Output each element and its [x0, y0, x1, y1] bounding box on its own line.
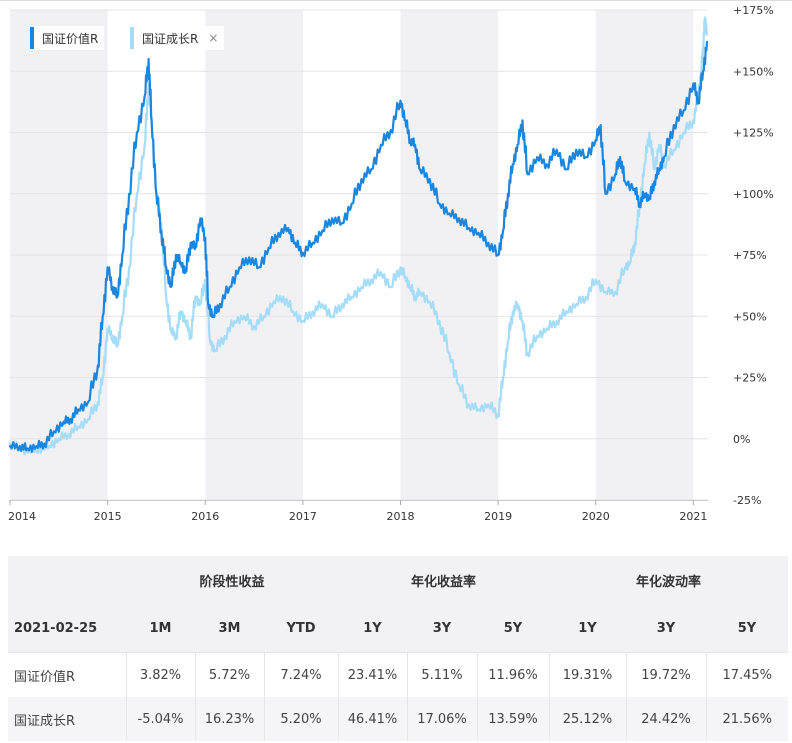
series-line-growth: [8, 16, 709, 456]
table-row: 国证价值R 3.82% 5.72% 7.24% 23.41% 5.11% 11.…: [8, 652, 788, 697]
x-tick-label: 2016: [191, 510, 219, 523]
x-tick-label: 2014: [8, 510, 36, 523]
top-divider: [0, 0, 792, 1]
x-tick-label: 2015: [94, 510, 122, 523]
table-cell: 17.06%: [406, 697, 477, 741]
legend-label-growth: 国证成长R: [142, 31, 199, 46]
y-tick-label: +75%: [733, 249, 767, 262]
group-header-blank: [8, 556, 126, 604]
legend-item-growth[interactable]: 国证成长R ×: [130, 26, 225, 50]
column-header: 3M: [195, 604, 264, 653]
y-tick-label: +50%: [733, 310, 767, 323]
legend-item-value[interactable]: 国证价值R: [30, 26, 105, 50]
table-cell: 16.23%: [194, 697, 264, 741]
table-cell: -5.04%: [125, 697, 195, 741]
as-of-date: 2021-02-25: [8, 604, 126, 653]
group-header-annual-return: 年化收益率: [338, 556, 549, 604]
close-icon[interactable]: ×: [208, 31, 219, 45]
row-name: 国证成长R: [8, 697, 126, 741]
table-cell: 3.82%: [125, 652, 195, 697]
x-tick-label: 2018: [386, 510, 414, 523]
table-cell: 7.24%: [263, 652, 338, 697]
y-tick-label: +125%: [733, 127, 774, 140]
column-header: 3Y: [407, 604, 477, 653]
column-header-row: 2021-02-25 1M 3M YTD 1Y 3Y 5Y 1Y 3Y 5Y: [8, 604, 788, 653]
table-cell: 46.41%: [337, 697, 407, 741]
table-cell: 13.59%: [476, 697, 549, 741]
legend-label-value: 国证价值R: [42, 31, 99, 46]
legend-swatch-value: [30, 27, 34, 49]
x-tick-label: 2021: [679, 510, 707, 523]
row-name: 国证价值R: [8, 652, 126, 697]
x-tick-label: 2019: [484, 510, 512, 523]
legend-swatch-growth: [130, 27, 134, 49]
table-cell: 21.56%: [705, 697, 788, 741]
column-header: 3Y: [626, 604, 706, 653]
column-header: 5Y: [706, 604, 788, 653]
table-row: 国证成长R -5.04% 16.23% 5.20% 46.41% 17.06% …: [8, 697, 788, 741]
column-header: 1M: [126, 604, 195, 653]
y-tick-label: +175%: [733, 4, 774, 17]
table-cell: 5.20%: [263, 697, 338, 741]
table-cell: 19.72%: [625, 652, 706, 697]
group-header-annual-volatility: 年化波动率: [549, 556, 788, 604]
table-cell: 19.31%: [548, 652, 626, 697]
returns-table: 阶段性收益 年化收益率 年化波动率 2021-02-25 1M 3M YTD 1…: [8, 556, 788, 741]
performance-chart: -25% 0% +25% +50% +75% +100% +125% +150% +175% 20…: [8, 4, 774, 523]
table-cell: 5.11%: [406, 652, 477, 697]
series-line-value: [8, 40, 709, 453]
table-cell: 25.12%: [548, 697, 626, 741]
group-header-row: 阶段性收益 年化收益率 年化波动率: [8, 556, 788, 604]
y-tick-label: 0%: [733, 433, 750, 446]
table-cell: 11.96%: [476, 652, 549, 697]
y-tick-label: +150%: [733, 65, 774, 78]
table-cell: 5.72%: [194, 652, 264, 697]
table-cell: 17.45%: [705, 652, 788, 697]
group-header-period-return: 阶段性收益: [126, 556, 338, 604]
y-tick-label: -25%: [733, 494, 761, 507]
column-header: 5Y: [477, 604, 549, 653]
table-cell: 24.42%: [625, 697, 706, 741]
x-tick-label: 2017: [289, 510, 317, 523]
column-header: YTD: [264, 604, 338, 653]
y-tick-label: +100%: [733, 188, 774, 201]
x-tick-label: 2020: [582, 510, 610, 523]
y-tick-label: +25%: [733, 372, 767, 385]
column-header: 1Y: [549, 604, 626, 653]
column-header: 1Y: [338, 604, 407, 653]
table-cell: 23.41%: [337, 652, 407, 697]
